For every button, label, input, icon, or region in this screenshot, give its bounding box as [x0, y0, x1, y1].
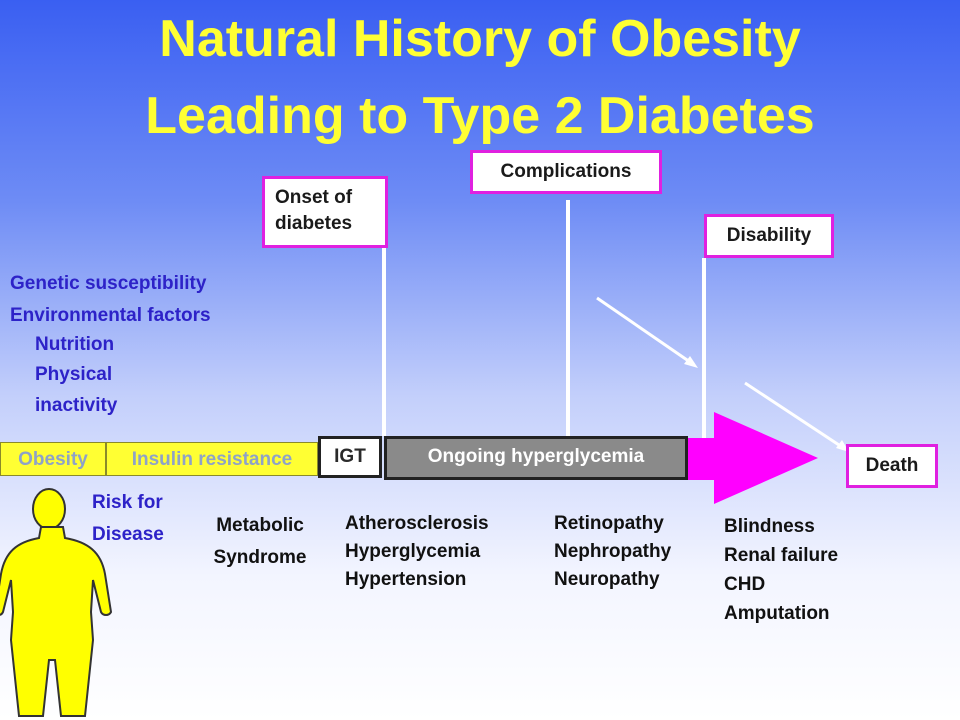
blindness-list: Blindness Renal failure CHD Amputation [724, 512, 838, 628]
risk-line-1: Risk for [92, 492, 163, 513]
insulin-resistance-bar: Insulin resistance [106, 442, 318, 476]
metabolic-syndrome: Metabolic Syndrome [205, 510, 315, 574]
disability-arrowhead [684, 356, 698, 368]
disability-box: Disability [704, 214, 834, 258]
physical-text: Physical [35, 364, 113, 385]
onset-line [382, 248, 386, 436]
outcome-item: Blindness [724, 516, 815, 537]
inactivity-text: inactivity [35, 395, 118, 416]
title-line-1: Natural History of Obesity [159, 10, 801, 68]
outcome-item: CHD [724, 574, 766, 595]
outcome-item: Hypertension [345, 569, 467, 590]
disability-line [702, 258, 706, 438]
risk-line-2: Disease [92, 524, 164, 545]
retinopathy-list: Retinopathy Nephropathy Neuropathy [554, 510, 671, 594]
outcome-item: Hyperglycemia [345, 541, 481, 562]
hyperglycemia-bar: Ongoing hyperglycemia [384, 436, 688, 480]
metabolic-line-2: Syndrome [213, 547, 307, 568]
outcome-item: Neuropathy [554, 569, 660, 590]
onset-line-1: Onset of [275, 187, 353, 208]
outcome-item: Nephropathy [554, 541, 672, 562]
onset-line-2: diabetes [275, 213, 353, 234]
genetic-text: Genetic susceptibility [10, 273, 207, 294]
outcome-item: Amputation [724, 603, 830, 624]
death-arrowhead [836, 440, 849, 452]
onset-box: Onset of diabetes [262, 176, 388, 248]
human-figure-icon [0, 488, 113, 717]
death-box: Death [846, 444, 938, 488]
metabolic-line-1: Metabolic [216, 515, 304, 536]
disability-arrow-line [596, 296, 691, 364]
complications-line [566, 200, 570, 436]
timeline-arrow [688, 412, 818, 504]
nutrition-text: Nutrition [35, 334, 115, 355]
complications-box: Complications [470, 150, 662, 194]
outcome-item: Retinopathy [554, 513, 664, 534]
outcome-item: Atherosclerosis [345, 513, 489, 534]
obesity-bar: Obesity [0, 442, 106, 476]
death-arrow-line [744, 381, 843, 449]
igt-box: IGT [318, 436, 382, 478]
outcome-item: Renal failure [724, 545, 839, 566]
atherosclerosis-list: Atherosclerosis Hyperglycemia Hypertensi… [345, 510, 489, 594]
title-line-2: Leading to Type 2 Diabetes [145, 87, 815, 145]
environmental-text: Environmental factors [10, 305, 211, 326]
